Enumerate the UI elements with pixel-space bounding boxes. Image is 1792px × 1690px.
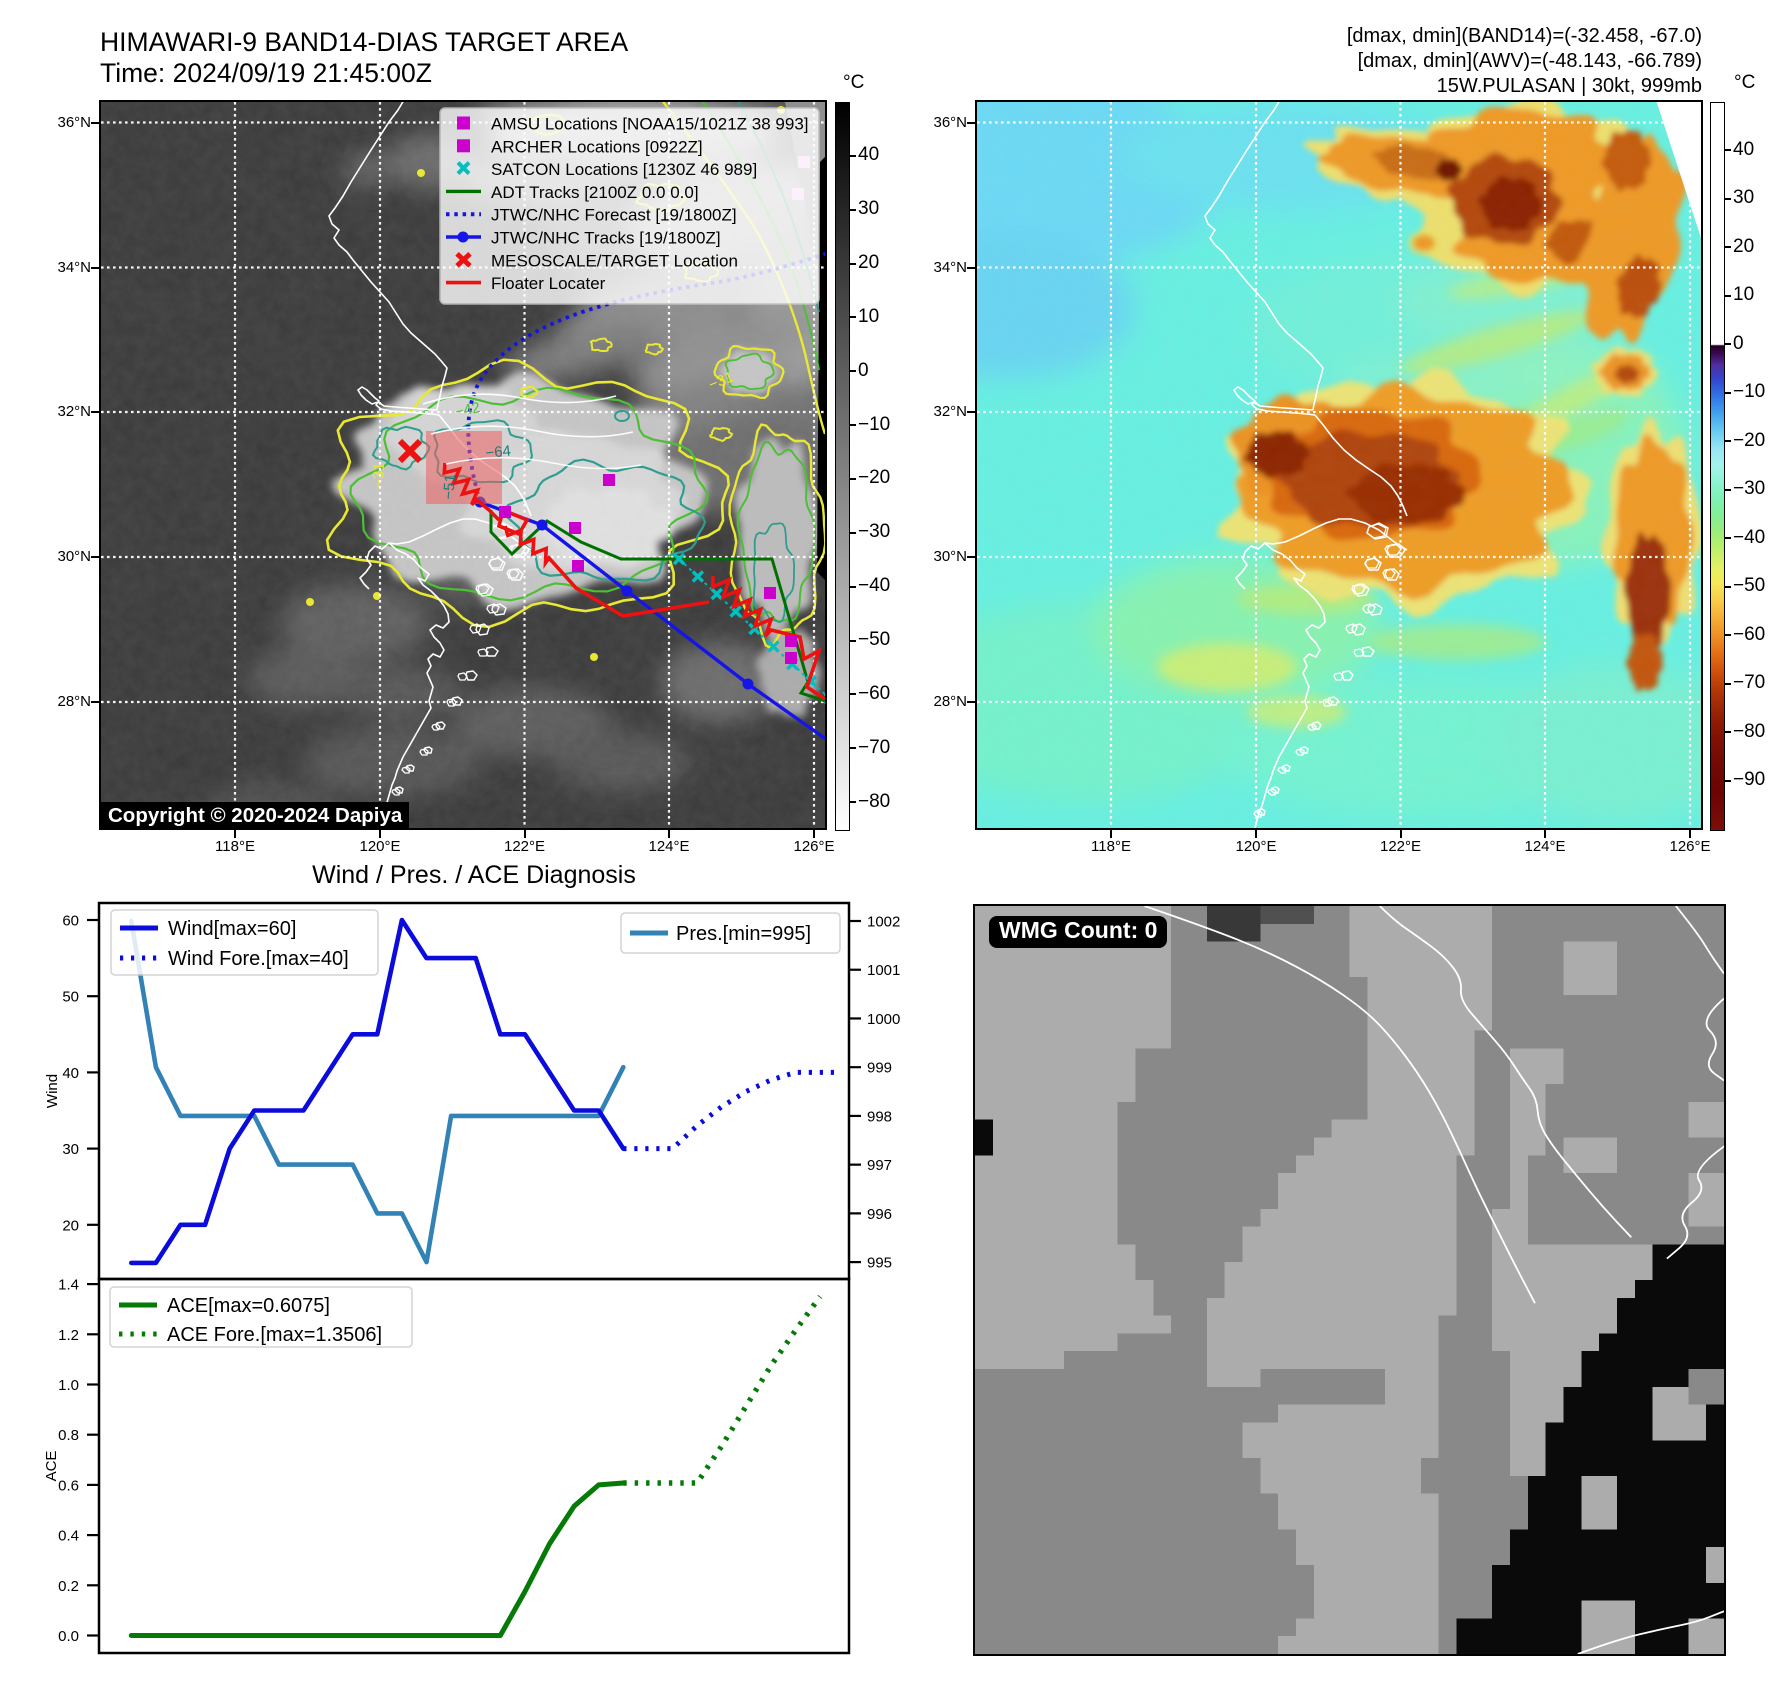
svg-text:996: 996 — [867, 1206, 892, 1223]
svg-text:0.6: 0.6 — [58, 1477, 79, 1494]
svg-text:AMSU Locations [NOAA15/1021Z 3: AMSU Locations [NOAA15/1021Z 38 993] — [491, 115, 809, 134]
svg-text:SATCON Locations [1230Z 46 989: SATCON Locations [1230Z 46 989] — [491, 160, 757, 179]
svg-text:20: 20 — [62, 1217, 79, 1234]
svg-text:1000: 1000 — [867, 1011, 900, 1028]
svg-text:−64: −64 — [485, 442, 512, 462]
svg-text:−42: −42 — [453, 399, 481, 421]
svg-text:ADT Tracks [2100Z 0.0 0.0]: ADT Tracks [2100Z 0.0 0.0] — [491, 183, 699, 202]
svg-text:0.4: 0.4 — [58, 1528, 79, 1545]
svg-text:999: 999 — [867, 1060, 892, 1077]
svg-text:JTWC/NHC Forecast [19/1800Z]: JTWC/NHC Forecast [19/1800Z] — [491, 206, 737, 225]
svg-text:60: 60 — [62, 913, 79, 930]
svg-text:ACE[max=0.6075]: ACE[max=0.6075] — [167, 1295, 330, 1317]
svg-text:50: 50 — [62, 989, 79, 1006]
svg-text:Wind[max=60]: Wind[max=60] — [168, 918, 296, 940]
svg-text:1.2: 1.2 — [58, 1327, 79, 1344]
svg-text:ARCHER Locations [0922Z]: ARCHER Locations [0922Z] — [491, 137, 703, 156]
svg-text:0.8: 0.8 — [58, 1427, 79, 1444]
svg-text:Wind / Pres. / ACE Diagnosis: Wind / Pres. / ACE Diagnosis — [312, 861, 636, 889]
svg-text:0.0: 0.0 — [58, 1628, 79, 1645]
svg-text:JTWC/NHC Tracks [19/1800Z]: JTWC/NHC Tracks [19/1800Z] — [491, 229, 721, 248]
svg-text:Floater Locater: Floater Locater — [491, 274, 606, 293]
svg-text:0.2: 0.2 — [58, 1578, 79, 1595]
svg-text:Copyright © 2020-2024 Dapiya: Copyright © 2020-2024 Dapiya — [108, 804, 403, 827]
svg-text:−31: −31 — [370, 462, 388, 488]
svg-text:1002: 1002 — [867, 914, 900, 931]
svg-text:MESOSCALE/TARGET Location: MESOSCALE/TARGET Location — [491, 251, 738, 270]
svg-text:40: 40 — [62, 1065, 79, 1082]
svg-text:−51: −51 — [440, 474, 459, 501]
svg-text:Wind Fore.[max=40]: Wind Fore.[max=40] — [168, 948, 349, 970]
svg-text:ACE: ACE — [43, 1451, 60, 1482]
svg-text:1.0: 1.0 — [58, 1377, 79, 1394]
svg-text:Wind: Wind — [44, 1074, 61, 1108]
svg-text:1001: 1001 — [867, 962, 900, 979]
svg-text:998: 998 — [867, 1108, 892, 1125]
svg-text:997: 997 — [867, 1157, 892, 1174]
svg-text:Pres.[min=995]: Pres.[min=995] — [676, 923, 811, 945]
svg-text:30: 30 — [62, 1141, 79, 1158]
svg-text:ACE Fore.[max=1.3506]: ACE Fore.[max=1.3506] — [167, 1324, 382, 1346]
svg-text:1.4: 1.4 — [58, 1277, 79, 1294]
svg-text:995: 995 — [867, 1255, 892, 1272]
